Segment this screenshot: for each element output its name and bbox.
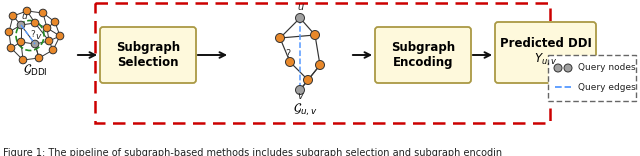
Circle shape	[31, 40, 39, 48]
FancyBboxPatch shape	[375, 27, 471, 83]
Text: Query edges: Query edges	[578, 83, 636, 92]
Text: v: v	[297, 91, 303, 101]
Text: ?: ?	[31, 30, 35, 39]
Circle shape	[9, 12, 17, 20]
Circle shape	[296, 85, 305, 95]
Circle shape	[23, 7, 31, 15]
Circle shape	[296, 14, 305, 22]
Circle shape	[554, 64, 562, 72]
FancyBboxPatch shape	[495, 22, 596, 83]
Circle shape	[49, 46, 57, 54]
Circle shape	[35, 54, 43, 62]
Circle shape	[564, 64, 572, 72]
FancyBboxPatch shape	[100, 27, 196, 83]
Text: Query nodes: Query nodes	[578, 63, 636, 73]
Circle shape	[17, 38, 25, 46]
Text: $\mathcal{G}_{u,v}$: $\mathcal{G}_{u,v}$	[292, 102, 317, 118]
Circle shape	[45, 37, 53, 45]
Text: u: u	[297, 2, 303, 12]
Bar	[95, 3, 550, 123]
Text: $\mathcal{G}_{\rm DDI}$: $\mathcal{G}_{\rm DDI}$	[23, 62, 47, 78]
Text: Subgraph
Selection: Subgraph Selection	[116, 41, 180, 69]
Circle shape	[285, 58, 294, 66]
Circle shape	[7, 44, 15, 52]
Text: ?: ?	[285, 49, 291, 59]
Circle shape	[17, 21, 25, 29]
Circle shape	[19, 56, 27, 64]
Circle shape	[310, 31, 319, 39]
Circle shape	[5, 28, 13, 36]
Circle shape	[275, 34, 285, 42]
Circle shape	[39, 9, 47, 17]
Circle shape	[56, 32, 64, 40]
Text: Subgraph
Encoding: Subgraph Encoding	[391, 41, 455, 69]
Text: u: u	[21, 12, 27, 21]
Circle shape	[316, 61, 324, 70]
Text: v: v	[35, 32, 41, 41]
Circle shape	[303, 76, 312, 85]
Circle shape	[31, 19, 39, 27]
Bar	[548, 55, 636, 101]
Text: Figure 1: The pipeline of subgraph-based methods includes subgraph selection and: Figure 1: The pipeline of subgraph-based…	[3, 148, 502, 156]
Circle shape	[44, 24, 51, 32]
Circle shape	[51, 18, 59, 26]
Text: Predicted DDI
$Y_{u,v}$: Predicted DDI $Y_{u,v}$	[500, 37, 591, 68]
